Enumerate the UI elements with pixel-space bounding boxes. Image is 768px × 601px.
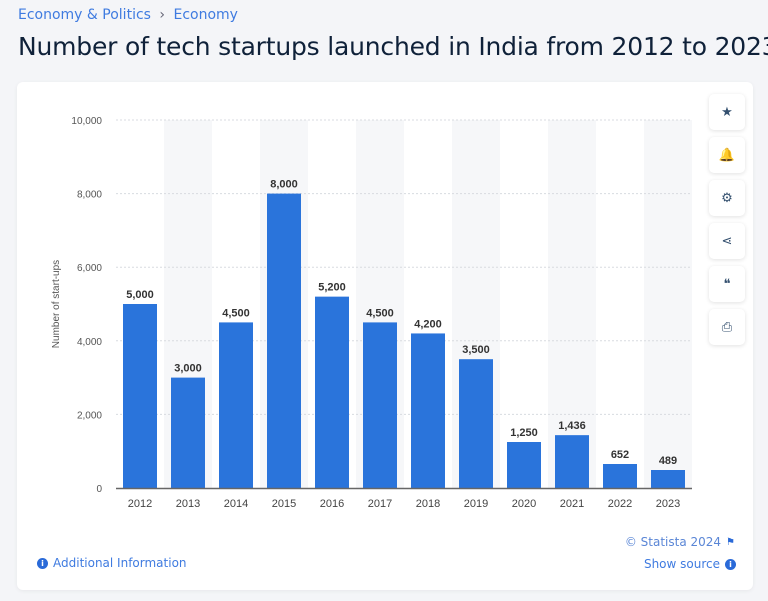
star-button[interactable]: ★	[709, 94, 745, 130]
bar-2019	[459, 359, 493, 488]
bar-2021	[555, 435, 589, 488]
copyright-text: © Statista 2024	[624, 535, 722, 549]
bar-2022	[603, 464, 637, 488]
additional-information-label: Additional Information	[53, 556, 187, 570]
y-tick-label: 4,000	[77, 337, 102, 348]
breadcrumb-link-economy[interactable]: Economy	[173, 7, 238, 23]
x-tick-label: 2012	[128, 498, 152, 510]
data-label: 3,500	[462, 344, 490, 356]
x-tick-label: 2015	[272, 498, 296, 510]
show-source-label: Show source	[643, 557, 720, 571]
bar-2014	[219, 322, 253, 488]
data-label: 1,250	[510, 427, 538, 439]
x-tick-label: 2017	[368, 498, 392, 510]
bar-2020	[507, 442, 541, 488]
star-icon: ★	[721, 104, 733, 120]
data-label: 4,200	[414, 318, 442, 330]
column-band	[644, 120, 692, 488]
gear-button[interactable]: ⚙	[709, 180, 745, 216]
share-button[interactable]: ⋖	[709, 223, 745, 259]
x-tick-label: 2018	[416, 498, 440, 510]
flag-icon: ⚑	[726, 536, 735, 548]
bar-2018	[411, 333, 445, 488]
bell-button[interactable]: 🔔	[709, 137, 745, 173]
breadcrumb-link-economy-politics[interactable]: Economy & Politics	[18, 7, 151, 23]
y-tick-label: 0	[96, 484, 102, 495]
bar-2012	[123, 304, 157, 488]
gear-icon: ⚙	[721, 190, 733, 206]
x-tick-label: 2020	[512, 498, 536, 510]
x-tick-label: 2023	[656, 498, 680, 510]
data-label: 8,000	[270, 179, 298, 191]
bell-icon: 🔔	[718, 147, 736, 163]
data-label: 5,200	[318, 282, 346, 294]
page-title: Number of tech startups launched in Indi…	[18, 32, 768, 61]
x-tick-label: 2019	[464, 498, 488, 510]
x-tick-label: 2022	[608, 498, 632, 510]
print-button[interactable]: ⎙	[709, 309, 745, 345]
y-tick-label: 2,000	[77, 410, 102, 421]
copyright: © Statista 2024 ⚑	[625, 535, 735, 549]
x-tick-label: 2014	[224, 498, 248, 510]
x-tick-label: 2013	[176, 498, 200, 510]
breadcrumb-separator: ›	[159, 7, 166, 23]
bar-2013	[171, 377, 205, 488]
print-icon: ⎙	[721, 319, 733, 335]
show-source-link[interactable]: Show source i	[644, 557, 736, 571]
y-tick-label: 8,000	[77, 190, 102, 201]
bar-2023	[651, 470, 685, 488]
y-axis-title: Number of start-ups	[51, 260, 62, 348]
data-label: 5,000	[126, 289, 154, 301]
data-label: 3,000	[174, 363, 202, 375]
data-label: 489	[659, 455, 677, 467]
info-icon: i	[37, 557, 48, 569]
data-label: 4,500	[366, 307, 394, 319]
bar-2016	[315, 296, 349, 488]
bar-2017	[363, 322, 397, 488]
x-tick-label: 2016	[320, 498, 344, 510]
share-icon: ⋖	[721, 233, 733, 249]
data-label: 652	[611, 449, 629, 461]
data-label: 4,500	[222, 307, 250, 319]
info-icon: i	[725, 558, 736, 570]
data-label: 1,436	[558, 420, 586, 432]
breadcrumb: Economy & Politics › Economy	[18, 7, 242, 23]
y-tick-label: 6,000	[77, 263, 102, 274]
additional-information-link[interactable]: i Additional Information	[37, 556, 187, 570]
quote-icon: ❝	[723, 276, 731, 292]
bar-2015	[267, 193, 301, 488]
y-tick-label: 10,000	[71, 116, 102, 127]
quote-button[interactable]: ❝	[709, 266, 745, 302]
column-band	[548, 120, 596, 488]
x-tick-label: 2021	[560, 498, 584, 510]
